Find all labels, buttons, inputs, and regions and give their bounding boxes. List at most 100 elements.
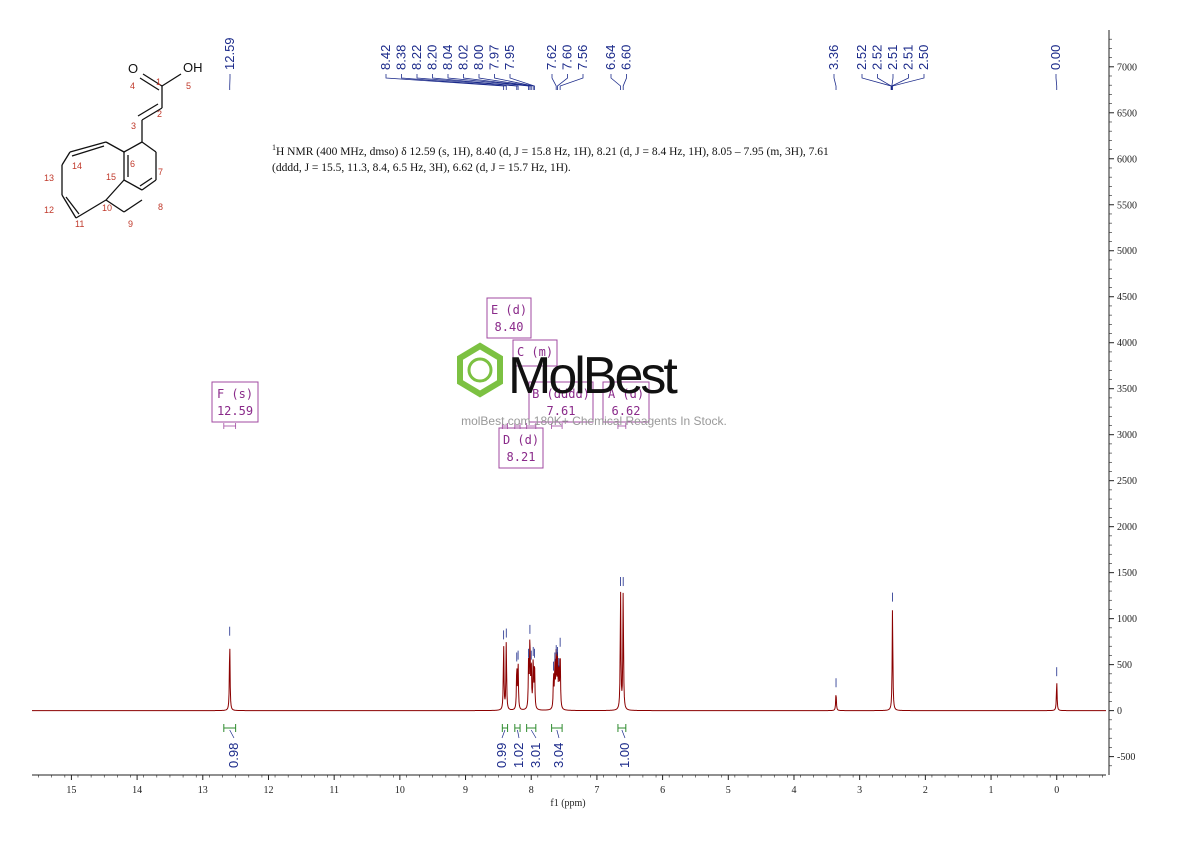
y-tick-label: 7000 — [1117, 62, 1137, 73]
peak-label: 7.62 — [544, 45, 559, 70]
peak-leader-line — [1055, 74, 1058, 90]
peak-label: 2.52 — [854, 45, 869, 70]
peak-leader-line — [478, 74, 532, 90]
peak-label: 2.50 — [916, 45, 931, 70]
integral-value: 3.04 — [551, 743, 566, 768]
peak-label: 2.51 — [885, 45, 900, 70]
integral-leader — [556, 729, 560, 739]
multiplet-box — [528, 381, 594, 423]
peak-labels: 12.59 8.42 8.38 8.22 8.20 8.04 8.02 8.00 7.97 7.9… — [222, 37, 1063, 90]
x-tick-label: 11 — [329, 785, 339, 796]
nmr-description: 1H NMR (400 MHz, dmso) δ 12.59 (s, 1H), … — [272, 140, 832, 176]
peak-leader-line — [447, 74, 530, 90]
multiplet-box — [498, 427, 544, 469]
peak-leader-line — [891, 74, 909, 90]
atom-number: 1 — [156, 77, 161, 87]
y-tick-label: 1000 — [1117, 614, 1137, 625]
peak-label: 8.20 — [425, 45, 440, 70]
x-tick-label: 0 — [1054, 785, 1059, 796]
integrals: 0.98 0.99 1.02 3.01 3.04 1.00 — [223, 724, 632, 768]
peak-leader-line — [416, 74, 518, 90]
molecule-structure — [61, 73, 182, 219]
integral-leader — [621, 729, 626, 739]
x-axis: 15 14 13 12 11 10 9 8 7 6 5 4 3 2 1 0 — [32, 774, 1106, 796]
integral-leader — [530, 729, 537, 739]
atom-number: 12 — [44, 205, 54, 215]
integral-value: 0.98 — [226, 743, 241, 768]
multiplet-box — [211, 381, 259, 423]
x-tick-label: 3 — [857, 785, 862, 796]
multiplet-shift: 6.62 — [612, 404, 641, 418]
y-tick-label: -500 — [1117, 752, 1135, 763]
peak-label: 7.56 — [575, 45, 590, 70]
atom-number: 6 — [130, 159, 135, 169]
y-tick-label: 6500 — [1117, 108, 1137, 119]
y-tick-label: 3000 — [1117, 430, 1137, 441]
peak-label: 8.02 — [456, 45, 471, 70]
peak-leader-line — [892, 74, 925, 90]
integral-value: 0.99 — [494, 743, 509, 768]
x-tick-label: 14 — [132, 785, 142, 796]
x-axis-label: f1 (ppm) — [550, 798, 585, 809]
atom-number: 3 — [131, 121, 136, 131]
peak-leader-line — [610, 74, 621, 90]
y-tick-label: 500 — [1117, 660, 1132, 671]
x-tick-label: 12 — [263, 785, 273, 796]
peak-label: 2.52 — [870, 45, 885, 70]
peak-leader-line — [551, 74, 557, 90]
peak-label: 8.42 — [378, 45, 393, 70]
peak-label: 7.95 — [502, 45, 517, 70]
multiplet-label: B (dddd) — [532, 387, 590, 401]
peak-leader-line — [509, 74, 535, 90]
x-tick-label: 2 — [923, 785, 928, 796]
peak-leader-line — [622, 74, 627, 90]
integral-leader — [501, 729, 506, 739]
atom-number: 14 — [72, 161, 82, 171]
nucleus-superscript: 1 — [272, 143, 276, 152]
multiplet-label: D (d) — [503, 433, 539, 447]
multiplet-shift: 8.21 — [507, 450, 536, 464]
y-tick-label: 5500 — [1117, 200, 1137, 211]
peak-label: 3.36 — [826, 45, 841, 70]
peak-label: 8.22 — [409, 45, 424, 70]
multiplet-label: A (d) — [608, 387, 644, 401]
atom-number: 10 — [102, 203, 112, 213]
peak-label: 8.04 — [440, 45, 455, 70]
x-tick-label: 9 — [463, 785, 468, 796]
y-axis: -500 0 500 1000 1500 2000 2500 3000 3500 4000 4500… — [1108, 30, 1137, 775]
x-tick-label: 10 — [395, 785, 405, 796]
atom-number: 2 — [157, 109, 162, 119]
peak-leader-line — [877, 74, 892, 90]
integral-value: 1.00 — [617, 743, 632, 768]
integral-leader — [229, 729, 235, 739]
peak-leader-line — [463, 74, 531, 90]
peak-label: 8.38 — [394, 45, 409, 70]
y-tick-label: 4000 — [1117, 338, 1137, 349]
atom-number: 13 — [44, 173, 54, 183]
peak-leader-line — [494, 74, 534, 90]
molbest-logo-icon — [457, 342, 503, 398]
atom-number: 9 — [128, 219, 133, 229]
y-tick-label: 6000 — [1117, 154, 1137, 165]
x-tick-label: 15 — [66, 785, 76, 796]
peak-label: 0.00 — [1048, 45, 1063, 70]
x-tick-label: 6 — [660, 785, 665, 796]
peak-tick-marks — [229, 577, 1058, 688]
peak-leader-line — [401, 74, 507, 90]
peak-leader-line — [432, 74, 519, 90]
integral-leader — [517, 729, 520, 739]
y-tick-label: 5000 — [1117, 246, 1137, 257]
oxygen-label: O — [128, 61, 138, 76]
y-tick-label: 4500 — [1117, 292, 1137, 303]
x-tick-label: 1 — [989, 785, 994, 796]
peak-leader-line — [385, 74, 505, 90]
multiplet-shift: 8.40 — [495, 320, 524, 334]
peak-leader-line — [557, 74, 568, 90]
multiplet-annotations: F (s) 12.59 E (d) 8.40 C (m) B (dddd) 7.61 A (d… — [211, 297, 650, 469]
peak-label: 7.97 — [487, 45, 502, 70]
nmr-description-text: H NMR (400 MHz, dmso) δ 12.59 (s, 1H), 8… — [272, 145, 829, 174]
x-tick-label: 5 — [726, 785, 731, 796]
watermark-subtitle: molBest.com 180K+ Chemical Reagents In S… — [461, 414, 727, 428]
multiplet-shift: 7.61 — [547, 404, 576, 418]
